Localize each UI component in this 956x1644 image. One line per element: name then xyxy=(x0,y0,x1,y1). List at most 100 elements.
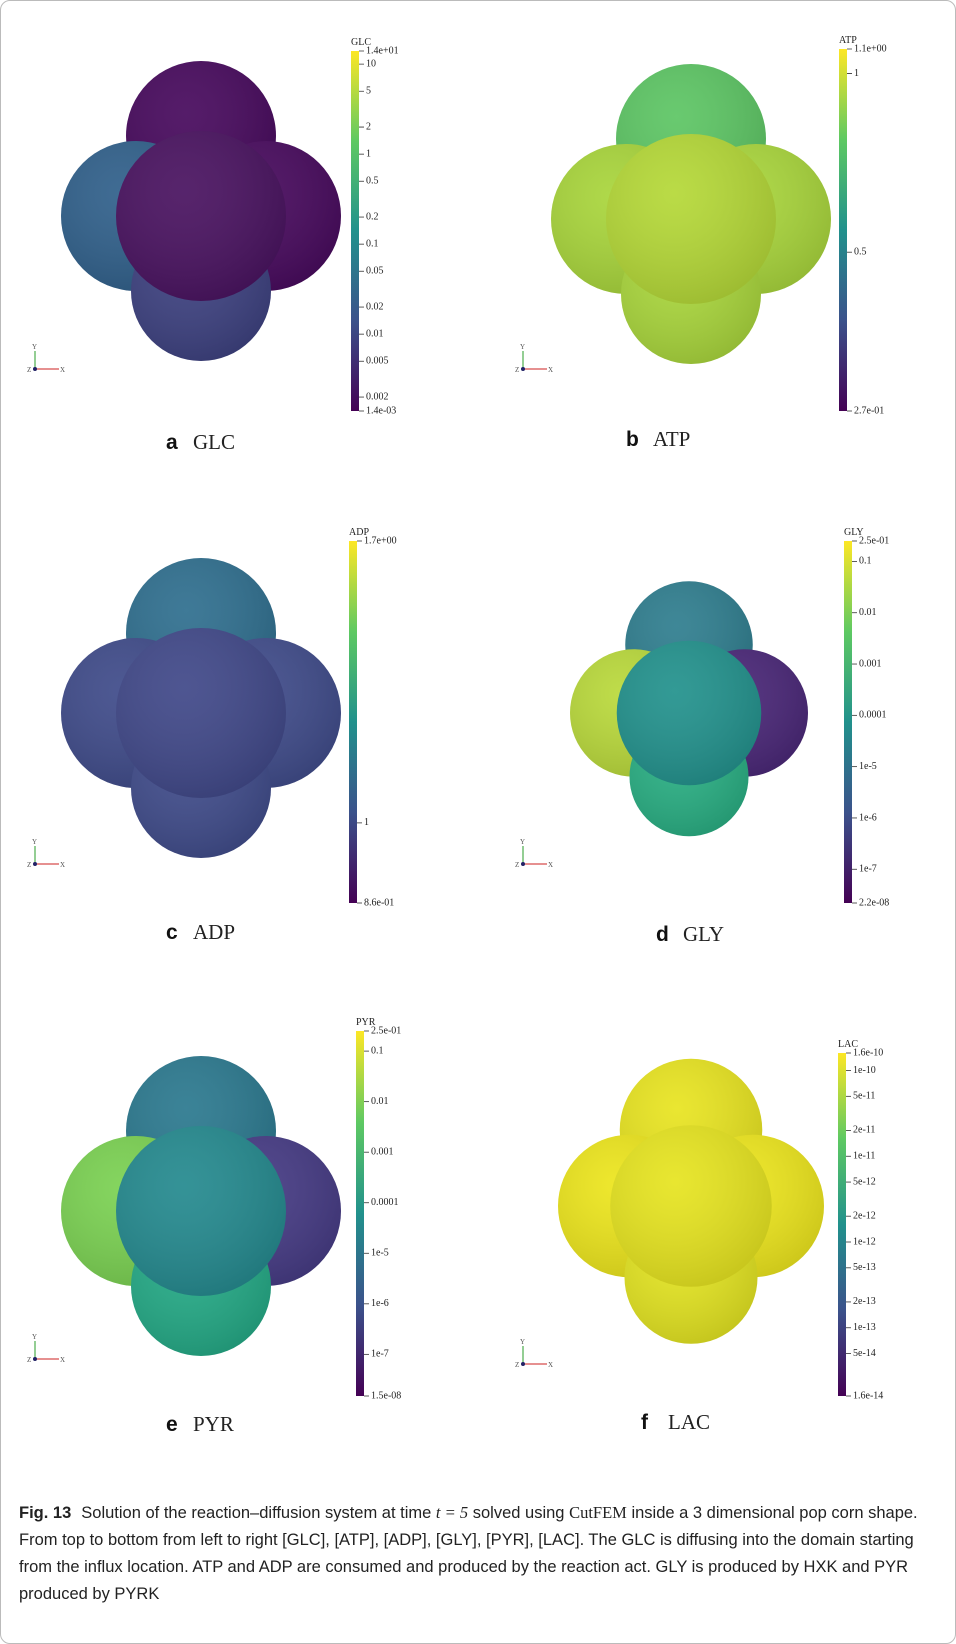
colorbar-tick-label: 0.01 xyxy=(366,328,384,339)
colorbar-tick-label: 0.2 xyxy=(366,211,379,222)
colorbar-tick-label: 0.02 xyxy=(366,301,384,312)
sphere-shade xyxy=(116,131,286,301)
triad-origin xyxy=(521,367,525,371)
triad-label: Z xyxy=(27,366,31,374)
triad-label: X xyxy=(548,366,553,374)
colorbar-tick-label: 1e-7 xyxy=(859,864,877,875)
colorbar-tick-label: 0.5 xyxy=(366,176,379,187)
colorbar-tick-label: 1 xyxy=(366,148,371,159)
figure-panels: GLC 1.4e+01 10 5 2 1 0.5 0.2 0.1 0.05 0.02 0.01 0.00… xyxy=(1,1,955,1491)
sphere-shade xyxy=(116,628,286,798)
colorbar-tick-label: 5e-12 xyxy=(853,1176,876,1187)
triad-label: X xyxy=(60,1356,65,1364)
triad-label: Y xyxy=(520,1338,525,1346)
triad-label: Z xyxy=(515,1361,519,1369)
colorbar-tick-label: 1.6e-10 xyxy=(853,1047,883,1058)
colorbar-tick-label: 0.0001 xyxy=(859,710,887,721)
colorbar-tick-label: 0.0001 xyxy=(371,1197,399,1208)
colorbar xyxy=(839,49,847,411)
caption-label: Fig. 13 xyxy=(19,1504,71,1522)
sphere-shade xyxy=(610,1125,772,1287)
colorbar-tick-label: 5e-11 xyxy=(853,1091,875,1102)
colorbar-tick-label: 2 xyxy=(366,121,371,132)
colorbar-tick-label: 0.002 xyxy=(366,391,389,402)
colorbar-tick-label: 0.05 xyxy=(366,266,384,277)
colorbar xyxy=(844,541,852,903)
colorbar-tick-label: 0.5 xyxy=(854,246,867,257)
colorbar-tick-label: 1e-7 xyxy=(371,1349,389,1360)
colorbar-tick-label: 5 xyxy=(366,86,371,97)
panel-letter: f xyxy=(641,1411,649,1434)
colorbar-tick-label: 1.4e-03 xyxy=(366,405,396,416)
colorbar-tick-label: 5e-14 xyxy=(853,1348,876,1359)
panel-letter: b xyxy=(626,428,639,451)
panel-name: ADP xyxy=(193,920,235,944)
colorbar xyxy=(349,541,357,903)
colorbar-tick-label: 0.01 xyxy=(859,607,877,618)
colorbar-tick-label: 2e-11 xyxy=(853,1125,875,1136)
caption-text: solved using xyxy=(473,1504,565,1522)
colorbar-tick-label: 0.001 xyxy=(371,1146,394,1157)
colorbar-tick-label: 0.001 xyxy=(859,658,882,669)
caption-text: Solution of the reaction–diffusion syste… xyxy=(81,1504,431,1522)
figure: GLC 1.4e+01 10 5 2 1 0.5 0.2 0.1 0.05 0.02 0.01 0.00… xyxy=(0,0,956,1644)
colorbar-tick-label: 2.7e-01 xyxy=(854,405,884,416)
colorbar xyxy=(838,1053,846,1396)
colorbar-tick-label: 1 xyxy=(854,68,859,79)
sphere-shade xyxy=(617,641,762,786)
colorbar-tick-label: 1e-13 xyxy=(853,1322,876,1333)
colorbar-tick-label: 0.005 xyxy=(366,356,389,367)
colorbar xyxy=(351,51,359,411)
colorbar-tick-label: 1.1e+00 xyxy=(854,43,887,54)
colorbar-tick-label: 1 xyxy=(364,817,369,828)
colorbar-tick-label: 10 xyxy=(366,58,376,69)
colorbar-tick-label: 1e-6 xyxy=(859,812,877,823)
caption: Fig. 13 Solution of the reaction–diffusio… xyxy=(19,1499,939,1608)
triad-label: X xyxy=(548,1361,553,1369)
colorbar-tick-label: 1.4e+01 xyxy=(366,45,399,56)
triad-label: Z xyxy=(515,366,519,374)
colorbar-tick-label: 1e-11 xyxy=(853,1151,875,1162)
panel-name: GLY xyxy=(683,922,724,946)
colorbar-tick-label: 0.1 xyxy=(366,238,379,249)
colorbar-tick-label: 1e-12 xyxy=(853,1236,876,1247)
colorbar-tick-label: 0.1 xyxy=(371,1045,384,1056)
colorbar-tick-label: 0.1 xyxy=(859,556,872,567)
colorbar-tick-label: 1.5e-08 xyxy=(371,1390,401,1401)
triad-origin xyxy=(521,862,525,866)
triad-label: Z xyxy=(27,861,31,869)
triad-label: X xyxy=(60,366,65,374)
colorbar-tick-label: 1e-10 xyxy=(853,1065,876,1076)
panel-name: LAC xyxy=(668,1410,710,1434)
colorbar-tick-label: 5e-13 xyxy=(853,1262,876,1273)
triad-label: Z xyxy=(27,1356,31,1364)
triad-label: Y xyxy=(520,343,525,351)
colorbar-tick-label: 1e-6 xyxy=(371,1298,389,1309)
caption-math: t = 5 xyxy=(436,1503,468,1522)
colorbar-tick-label: 1e-5 xyxy=(859,761,877,772)
panel-letter: e xyxy=(166,1413,178,1436)
sphere-shade xyxy=(116,1126,286,1296)
colorbar-tick-label: 2.5e-01 xyxy=(371,1025,401,1036)
caption-method: CutFEM xyxy=(569,1503,627,1522)
panel-letter: c xyxy=(166,921,178,944)
triad-label: X xyxy=(548,861,553,869)
panel-letter: a xyxy=(166,431,178,454)
panel-name: PYR xyxy=(193,1412,234,1436)
triad-label: Z xyxy=(515,861,519,869)
triad-label: Y xyxy=(32,343,37,351)
triad-origin xyxy=(521,1362,525,1366)
panel-name: GLC xyxy=(193,430,235,454)
panel-letter: d xyxy=(656,923,669,946)
triad-origin xyxy=(33,862,37,866)
triad-origin xyxy=(33,1357,37,1361)
triad-origin xyxy=(33,367,37,371)
colorbar-tick-label: 2e-13 xyxy=(853,1296,876,1307)
sphere-shade xyxy=(606,134,776,304)
triad-label: Y xyxy=(520,838,525,846)
colorbar-tick-label: 2.5e-01 xyxy=(859,535,889,546)
colorbar-tick-label: 1.7e+00 xyxy=(364,535,397,546)
colorbar xyxy=(356,1031,364,1396)
triad-label: Y xyxy=(32,1333,37,1341)
colorbar-tick-label: 1e-5 xyxy=(371,1248,389,1259)
